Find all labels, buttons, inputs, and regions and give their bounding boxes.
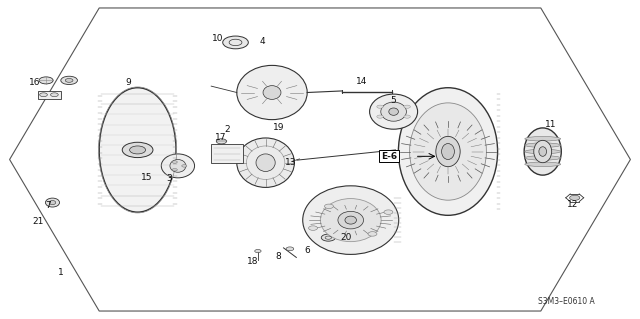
Ellipse shape bbox=[237, 138, 294, 188]
Ellipse shape bbox=[525, 156, 561, 160]
Text: 11: 11 bbox=[545, 120, 556, 129]
Ellipse shape bbox=[525, 149, 561, 154]
Text: 12: 12 bbox=[567, 200, 579, 209]
Ellipse shape bbox=[368, 232, 377, 236]
Ellipse shape bbox=[172, 161, 177, 163]
Text: 2: 2 bbox=[225, 125, 230, 134]
Ellipse shape bbox=[256, 154, 275, 172]
Text: 1: 1 bbox=[58, 268, 63, 277]
Ellipse shape bbox=[381, 102, 406, 121]
Ellipse shape bbox=[442, 144, 454, 160]
Ellipse shape bbox=[308, 226, 317, 230]
Ellipse shape bbox=[237, 65, 307, 120]
Text: 4: 4 bbox=[260, 37, 265, 46]
Ellipse shape bbox=[345, 216, 356, 224]
Text: 19: 19 bbox=[273, 123, 284, 132]
Text: 21: 21 bbox=[33, 217, 44, 226]
Text: E-6: E-6 bbox=[381, 152, 397, 161]
Ellipse shape bbox=[525, 143, 561, 147]
Text: 14: 14 bbox=[356, 77, 367, 86]
Text: 9: 9 bbox=[125, 78, 131, 87]
Ellipse shape bbox=[404, 115, 410, 118]
Ellipse shape bbox=[377, 105, 383, 108]
Ellipse shape bbox=[398, 88, 498, 215]
Ellipse shape bbox=[161, 154, 195, 178]
Ellipse shape bbox=[525, 162, 561, 167]
Text: 3: 3 bbox=[167, 174, 172, 183]
Text: 6: 6 bbox=[305, 246, 310, 255]
Ellipse shape bbox=[49, 201, 56, 205]
Text: 5: 5 bbox=[391, 96, 396, 105]
Ellipse shape bbox=[524, 128, 561, 175]
Ellipse shape bbox=[170, 160, 186, 172]
Ellipse shape bbox=[436, 137, 460, 167]
Text: 10: 10 bbox=[212, 34, 223, 43]
Ellipse shape bbox=[410, 103, 486, 200]
Ellipse shape bbox=[384, 210, 393, 214]
Text: S3M3–E0610 A: S3M3–E0610 A bbox=[538, 297, 595, 306]
Text: 18: 18 bbox=[247, 257, 259, 266]
Ellipse shape bbox=[388, 108, 398, 115]
Ellipse shape bbox=[255, 249, 261, 253]
Ellipse shape bbox=[534, 140, 552, 163]
Text: 20: 20 bbox=[340, 233, 351, 242]
Ellipse shape bbox=[338, 211, 364, 229]
Text: 16: 16 bbox=[29, 78, 41, 87]
Ellipse shape bbox=[324, 204, 333, 209]
Ellipse shape bbox=[40, 93, 47, 97]
Text: 13: 13 bbox=[285, 158, 297, 167]
Ellipse shape bbox=[51, 93, 58, 97]
Bar bbox=[38, 91, 61, 99]
Ellipse shape bbox=[45, 198, 60, 207]
Text: 17: 17 bbox=[215, 133, 227, 142]
Ellipse shape bbox=[404, 105, 410, 108]
Ellipse shape bbox=[182, 165, 187, 167]
Bar bbox=[211, 144, 243, 163]
Ellipse shape bbox=[61, 76, 77, 85]
Ellipse shape bbox=[286, 247, 294, 251]
Ellipse shape bbox=[321, 198, 381, 242]
Text: 7: 7 bbox=[45, 201, 51, 210]
Ellipse shape bbox=[129, 146, 146, 154]
Ellipse shape bbox=[370, 94, 418, 129]
Text: 15: 15 bbox=[141, 173, 153, 182]
Ellipse shape bbox=[172, 168, 177, 171]
Ellipse shape bbox=[303, 186, 399, 255]
Ellipse shape bbox=[99, 88, 176, 212]
Ellipse shape bbox=[525, 137, 561, 141]
Ellipse shape bbox=[223, 36, 248, 49]
Ellipse shape bbox=[263, 86, 281, 100]
Ellipse shape bbox=[570, 195, 580, 200]
Ellipse shape bbox=[216, 139, 227, 144]
Ellipse shape bbox=[377, 115, 383, 118]
Ellipse shape bbox=[539, 147, 547, 156]
Ellipse shape bbox=[122, 142, 153, 158]
Ellipse shape bbox=[321, 234, 335, 241]
Ellipse shape bbox=[39, 77, 53, 84]
Ellipse shape bbox=[65, 78, 73, 82]
Text: 8: 8 bbox=[276, 252, 281, 261]
